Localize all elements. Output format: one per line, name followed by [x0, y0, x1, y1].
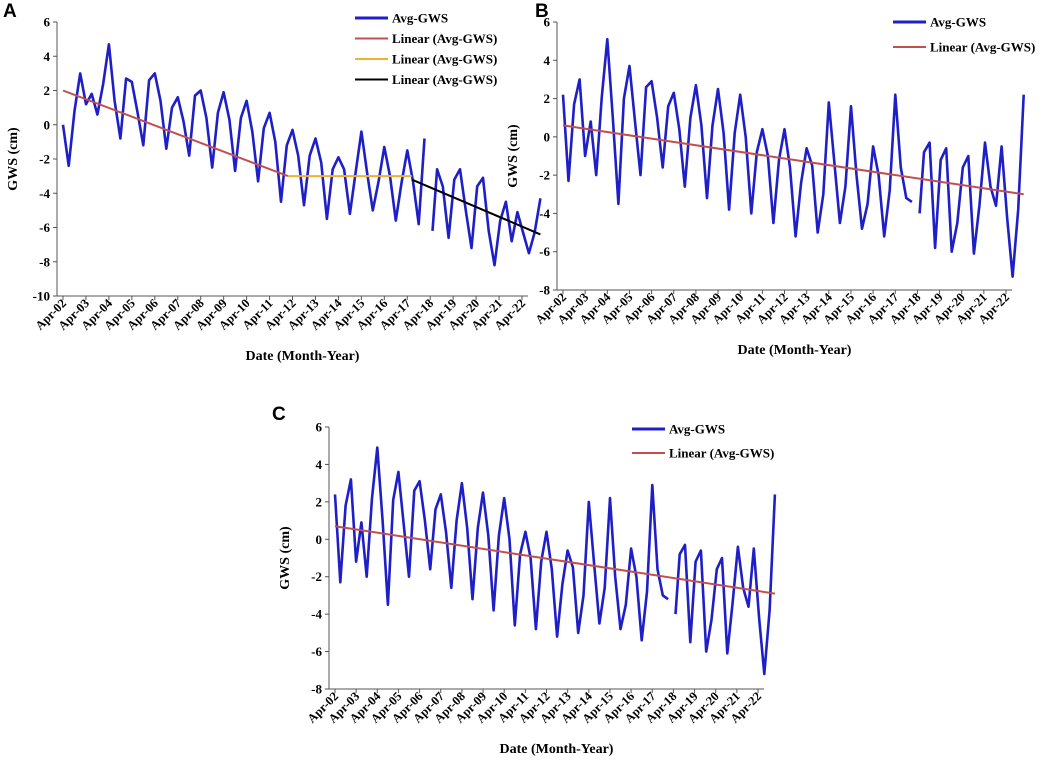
chart-c-trendline-1	[334, 525, 776, 595]
panel-b-letter: B	[535, 1, 549, 22]
chart-c-ytick-label: 6	[316, 420, 323, 435]
chart-c-ytick-label: -6	[311, 644, 322, 659]
chart-c-ytick-label: -8	[311, 682, 322, 697]
chart-c-series-avg-gws-line	[333, 446, 669, 642]
chart-a-ytick-label: 4	[44, 49, 51, 64]
chart-a-ylabel: GWS (cm)	[6, 127, 21, 191]
chart-b-trendline-1	[562, 124, 1024, 196]
chart-a-ytick-label: 2	[44, 83, 51, 98]
panel-c-letter: C	[272, 404, 286, 425]
chart-c-ytick-label: -4	[311, 607, 322, 622]
chart-b-ytick-label: -8	[539, 283, 550, 298]
chart-c-ytick-label: 4	[316, 457, 323, 472]
chart-a-xlabel: Date (Month-Year)	[246, 349, 360, 364]
chart-a-series-avg-gws-line	[431, 168, 542, 267]
chart-c-ylabel: GWS (cm)	[278, 526, 293, 590]
chart-a-legend-label: Linear (Avg-GWS)	[392, 52, 497, 67]
chart-b-xlabel: Date (Month-Year)	[738, 343, 852, 358]
chart-c-legend-label: Linear (Avg-GWS)	[669, 446, 774, 461]
chart-a-legend-label: Linear (Avg-GWS)	[392, 31, 497, 46]
chart-b-ytick-label: -6	[539, 244, 550, 259]
chart-b-ytick-label: 0	[544, 129, 551, 144]
chart-b-legend-label: Avg-GWS	[930, 15, 986, 30]
chart-c-series-avg-gws-line	[674, 494, 777, 676]
chart-a-ytick-label: 0	[44, 117, 51, 132]
chart-b-ytick-label: 2	[544, 91, 551, 106]
chart-a-trendline-3	[411, 178, 541, 236]
chart-b-ytick-label: -4	[539, 206, 550, 221]
chart-c-ytick-label: -2	[311, 569, 322, 584]
chart-b-series-avg-gws-line	[561, 37, 913, 238]
chart-a-legend-label: Avg-GWS	[392, 11, 448, 26]
chart-b-ytick-label: 4	[544, 53, 551, 68]
chart-b-ylabel: GWS (cm)	[506, 124, 521, 188]
chart-a-series-avg-gws-line	[61, 42, 426, 226]
chart-b-ytick-label: 6	[544, 15, 551, 30]
chart-a-ytick-label: -6	[39, 220, 50, 235]
chart-c-ytick-label: 0	[316, 532, 323, 547]
chart-a-ytick-label: -2	[39, 152, 50, 167]
chart-c-ytick-label: 2	[316, 494, 323, 509]
chart-b-ytick-label: -2	[539, 168, 550, 183]
chart-a-ytick-label: -8	[39, 254, 50, 269]
chart-b-legend-label: Linear (Avg-GWS)	[930, 40, 1035, 55]
chart-a-ytick-label: -10	[33, 289, 50, 304]
chart-c-xlabel: Date (Month-Year)	[500, 742, 614, 757]
panel-a-letter: A	[3, 1, 17, 22]
chart-c-legend-label: Avg-GWS	[669, 422, 725, 437]
chart-a-ytick-label: -4	[39, 186, 50, 201]
chart-a-trendline-1	[62, 89, 289, 178]
chart-a-legend-label: Linear (Avg-GWS)	[392, 72, 497, 87]
chart-b-series-avg-gws-line	[918, 94, 1025, 278]
chart-a-ytick-label: 6	[44, 15, 51, 30]
